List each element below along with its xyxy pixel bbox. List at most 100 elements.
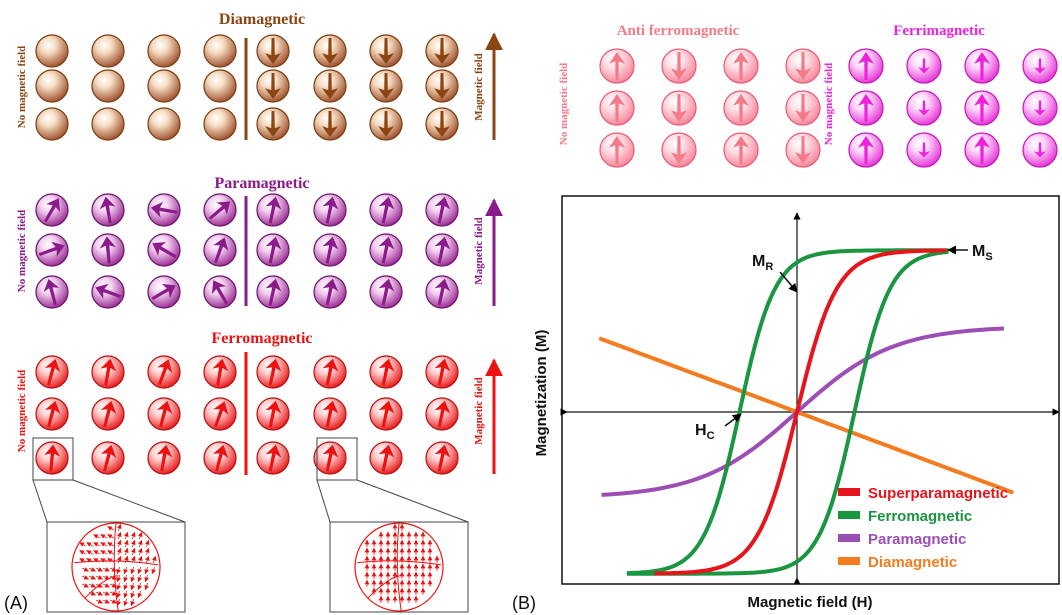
zoom-line (356, 479, 469, 523)
magnetic-particle (35, 233, 69, 267)
legend-label-ferromagnetic: Ferromagnetic (868, 508, 972, 525)
magnetic-particle (369, 233, 403, 267)
magnetic-particle (91, 441, 125, 475)
hc-sub: C (707, 430, 715, 442)
y-axis-label: Magnetization (M) (533, 330, 550, 457)
magnetic-particle (91, 107, 125, 141)
curves (598, 248, 1014, 576)
paramagnetic-title: Paramagnetic (214, 175, 309, 192)
magnetic-particle (599, 90, 635, 126)
ms-main: M (972, 243, 985, 260)
ferromagnetic-title: Ferromagnetic (212, 330, 313, 347)
magnetic-particle (369, 275, 403, 309)
mr-pointer (779, 271, 798, 293)
ferromagnetic-field-label: Magnetic field (473, 377, 485, 445)
magnetic-particle (369, 193, 403, 227)
magnetic-particle (785, 90, 821, 126)
magnetic-particle (906, 132, 942, 168)
ms-sub: S (985, 251, 992, 263)
magnetic-particle (203, 275, 237, 309)
magnetic-particle (425, 233, 459, 267)
ferri-no-field-label: No magnetic field (823, 63, 835, 145)
magnetic-particle (203, 233, 237, 267)
magnetic-particle (147, 355, 181, 389)
magnetic-particle (723, 132, 759, 168)
magnetic-particle (425, 397, 459, 431)
magnetic-particle (723, 48, 759, 84)
hc-label: HC (695, 422, 715, 442)
panel-a: Diamagnetic No magnetic field Magnetic f… (4, 11, 503, 613)
chart-frame (561, 195, 1060, 585)
magnetic-particle (369, 441, 403, 475)
magnetic-particle (313, 34, 347, 68)
curve-paramagnetic (601, 326, 1005, 497)
ferrimagnetic-particles (848, 48, 1058, 168)
mr-sub: R (765, 261, 773, 273)
magnetic-particle (256, 275, 290, 309)
magnetic-particle (313, 69, 347, 103)
ferromagnetic-no-field-label: No magnetic field (16, 370, 28, 452)
magnetic-particle (91, 69, 125, 103)
diamagnetic-block: Diamagnetic No magnetic field Magnetic f… (16, 11, 503, 141)
magnetic-particle (91, 193, 125, 227)
annotation-hc: HC (695, 413, 742, 442)
magnetic-particle (35, 275, 69, 309)
ferromagnetic-particles (35, 355, 459, 475)
ms-label: MS (972, 243, 993, 263)
annotation-mr: MR (752, 253, 798, 293)
antiferromagnetic-particles (599, 48, 821, 168)
magnetic-particle (147, 397, 181, 431)
magnetic-particle (313, 275, 347, 309)
diamagnetic-field-label: Magnetic field (473, 53, 485, 121)
magnetic-particle (147, 441, 181, 475)
legend-swatch-diamagnetic (838, 557, 860, 565)
magnetic-particle (91, 233, 125, 267)
magnetic-particle (369, 107, 403, 141)
zoom-line (316, 479, 331, 523)
legend-label-superparamagnetic: Superparamagnetic (868, 485, 1008, 502)
hc-main: H (695, 422, 707, 439)
magnetic-particle (203, 355, 237, 389)
magnetic-particle (1022, 132, 1058, 168)
magnetic-particle (256, 193, 290, 227)
domain-circle-random (71, 522, 161, 612)
magnetic-particle (661, 90, 697, 126)
magnetic-particle (313, 193, 347, 227)
ferromagnetic-block: Ferromagnetic No magnetic field Magnetic… (16, 330, 503, 613)
magnetic-particle (35, 34, 69, 68)
magnetic-particle (369, 397, 403, 431)
magnetic-particle (256, 34, 290, 68)
zoom-line (32, 479, 48, 523)
legend-label-diamagnetic: Diamagnetic (868, 554, 957, 571)
mr-main: M (752, 253, 765, 270)
paramagnetic-block: Paramagnetic No magnetic field Magnetic … (16, 175, 503, 309)
magnetic-particle (313, 107, 347, 141)
magnetic-particle (313, 397, 347, 431)
magnetic-particle (203, 107, 237, 141)
diamagnetic-no-field-label: No magnetic field (16, 46, 28, 128)
magnetic-particle (1022, 90, 1058, 126)
magnetic-particle (147, 69, 181, 103)
legend-swatch-superparamagnetic (838, 488, 860, 496)
magnetic-particle (661, 48, 697, 84)
magnetic-particle (1022, 48, 1058, 84)
curve-diamagnetic (598, 336, 1014, 495)
magnetic-particle (203, 193, 237, 227)
legend: Superparamagnetic Ferromagnetic Paramagn… (838, 485, 1008, 571)
paramagnetic-field-label: Magnetic field (473, 217, 485, 285)
magnetic-particle (425, 355, 459, 389)
mr-label: MR (752, 253, 773, 273)
magnetic-particle (256, 397, 290, 431)
paramagnetic-no-field-label: No magnetic field (16, 210, 28, 292)
diamagnetic-particles (35, 34, 459, 141)
magnetic-particle (35, 355, 69, 389)
magnetic-particle (147, 233, 181, 267)
magnetic-particle (785, 48, 821, 84)
zoom-line (72, 479, 186, 523)
magnetic-particle (313, 233, 347, 267)
legend-swatch-ferromagnetic (838, 511, 860, 519)
magnetic-particle (35, 193, 69, 227)
x-axis-label: Magnetic field (H) (747, 594, 872, 611)
magnetic-particle (425, 69, 459, 103)
